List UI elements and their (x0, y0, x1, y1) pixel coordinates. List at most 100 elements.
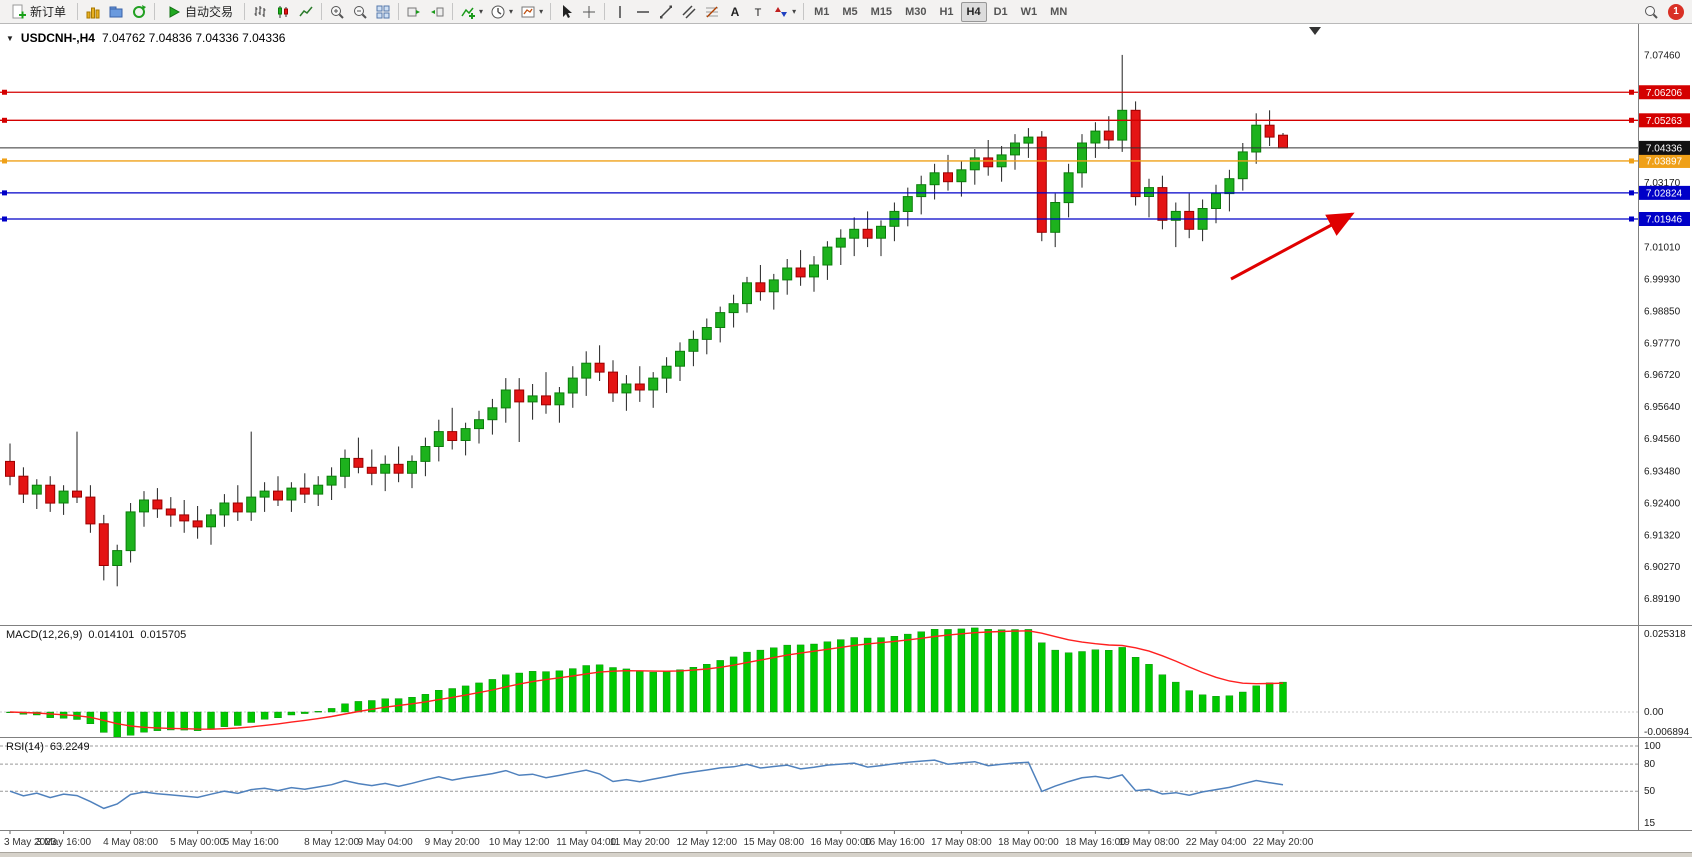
svg-text:-0.006894: -0.006894 (1644, 727, 1689, 737)
svg-text:12 May 12:00: 12 May 12:00 (676, 837, 737, 848)
svg-text:6.89190: 6.89190 (1644, 594, 1681, 605)
notification-badge[interactable]: 1 (1668, 3, 1684, 20)
macd-main-value: 0.014101 (88, 629, 135, 641)
macd-panel: 0.025318 0.00 -0.006894 MACD(12,26,9) 0.01… (0, 625, 1692, 737)
time-axis[interactable]: 3 May 2023 3 May 16:00 4 May 08:00 5 May 00… (0, 830, 1692, 852)
horizontal-line-button[interactable] (632, 2, 654, 22)
svg-text:100: 100 (1644, 741, 1661, 752)
search-button[interactable] (1640, 2, 1662, 22)
vertical-line-icon (619, 5, 621, 18)
svg-text:11 May 04:00: 11 May 04:00 (556, 837, 616, 848)
timeframe-button-m1[interactable]: M1 (814, 5, 830, 18)
price-badge (1639, 185, 1690, 200)
charts-icon (86, 7, 100, 18)
timeframe-button-m5[interactable]: M5 (842, 5, 858, 18)
candlestick-button[interactable] (272, 2, 294, 22)
crosshair-button[interactable] (578, 2, 600, 22)
data-window-button[interactable] (128, 2, 150, 22)
chevron-down-icon: ▾ (539, 6, 544, 16)
toolbar-separator (398, 3, 400, 20)
chart-shift-button[interactable] (426, 2, 448, 22)
cursor-icon (563, 4, 573, 18)
text-label-button[interactable]: T (747, 2, 769, 22)
line-chart-button[interactable] (295, 2, 317, 22)
price-badge (1639, 153, 1690, 168)
macd-label: MACD(12,26,9) 0.014101 0.015705 (6, 629, 186, 641)
chevron-down-icon: ▾ (509, 6, 514, 16)
svg-text:A: A (731, 5, 740, 19)
zoom-out-icon (354, 5, 367, 19)
channel-button[interactable] (678, 2, 700, 22)
chevron-down-icon: ▾ (479, 6, 484, 16)
svg-text:7.01010: 7.01010 (1644, 242, 1681, 253)
svg-text:4 May 08:00: 4 May 08:00 (103, 837, 158, 848)
svg-text:50: 50 (1644, 786, 1656, 797)
bar-chart-icon (254, 5, 266, 17)
svg-text:80: 80 (1644, 759, 1656, 770)
svg-text:11 May 20:00: 11 May 20:00 (610, 837, 670, 848)
vertical-line-button[interactable] (609, 2, 631, 22)
text-button[interactable]: A (724, 2, 746, 22)
text-label-icon: T (755, 7, 762, 19)
svg-text:16 May 00:00: 16 May 00:00 (810, 837, 871, 848)
timeframe-button-m30[interactable]: M30 (905, 5, 927, 18)
new-order-button[interactable]: 新订单 (4, 2, 73, 22)
macd-chart[interactable]: 0.025318 0.00 -0.006894 (0, 625, 1692, 737)
svg-text:7.03897: 7.03897 (1646, 156, 1683, 167)
refresh-icon (133, 4, 147, 18)
horizontal-line-icon (637, 10, 650, 13)
svg-text:19 May 08:00: 19 May 08:00 (1119, 837, 1180, 848)
timeframe-button-w1[interactable]: W1 (1020, 5, 1038, 18)
chevron-down-icon: ▾ (792, 6, 797, 16)
auto-scroll-button[interactable] (403, 2, 425, 22)
templates-button[interactable]: ▾ (517, 2, 546, 22)
svg-text:7.01946: 7.01946 (1646, 214, 1683, 225)
svg-text:6.93480: 6.93480 (1644, 466, 1681, 477)
tile-windows-icon (376, 5, 390, 18)
svg-text:6.90270: 6.90270 (1644, 562, 1681, 573)
tile-windows-button[interactable] (372, 2, 394, 22)
indicators-button[interactable]: ▾ (457, 2, 486, 22)
fibonacci-button[interactable] (701, 2, 723, 22)
rsi-panel: 100 80 50 15 RSI(14) 63.2249 (0, 737, 1692, 830)
arrows-button[interactable]: ▾ (770, 2, 799, 22)
trend-arrow-annotation (1230, 212, 1355, 281)
zoom-in-button[interactable] (326, 2, 348, 22)
autotrading-label: 自动交易 (185, 5, 234, 19)
chart-shift-marker (1309, 27, 1321, 35)
autotrading-button[interactable]: 自动交易 (159, 2, 240, 22)
cursor-button[interactable] (555, 2, 577, 22)
timeframe-button-h1[interactable]: H1 (939, 5, 954, 18)
template-icon (521, 6, 535, 17)
svg-text:7.03170: 7.03170 (1644, 178, 1681, 189)
svg-text:15 May 08:00: 15 May 08:00 (743, 837, 804, 848)
rsi-chart[interactable]: 100 80 50 15 (0, 737, 1692, 830)
new-order-icon (12, 4, 26, 18)
timeframe-button-mn[interactable]: MN (1050, 5, 1068, 18)
timeframe-button-h4[interactable]: H4 (960, 1, 987, 22)
zoom-out-button[interactable] (349, 2, 371, 22)
bottom-window-edge (0, 852, 1692, 857)
trendline-button[interactable] (655, 2, 677, 22)
toolbar-separator (321, 3, 323, 20)
periods-button[interactable]: ▾ (487, 2, 516, 22)
timeframe-group: M1 M5 M15 M30 H1 H4 D1 W1 MN (808, 1, 1073, 22)
timeframe-button-m15[interactable]: M15 (870, 5, 893, 18)
channel-icon (682, 4, 696, 19)
chart-shift-icon (431, 7, 444, 16)
bar-chart-button[interactable] (249, 2, 271, 22)
svg-text:T: T (755, 7, 762, 19)
charts-button[interactable] (82, 2, 104, 22)
macd-signal-line (9, 630, 1284, 730)
toolbar-separator (244, 3, 246, 20)
toolbar-separator (550, 3, 552, 20)
chart-collapse-icon[interactable]: ▼ (6, 33, 14, 43)
ohlc-values: 7.04762 7.04836 7.04336 7.04336 (101, 31, 286, 45)
profiles-button[interactable] (105, 2, 127, 22)
timeframe-button-d1[interactable]: D1 (993, 5, 1008, 18)
svg-text:18 May 16:00: 18 May 16:00 (1065, 837, 1126, 848)
svg-text:17 May 08:00: 17 May 08:00 (931, 837, 992, 848)
svg-text:15: 15 (1644, 818, 1656, 829)
toolbar-separator (452, 3, 454, 20)
price-chart[interactable]: 7.07460 7.03170 7.01010 6.99930 6.98850 6.977… (0, 24, 1692, 625)
